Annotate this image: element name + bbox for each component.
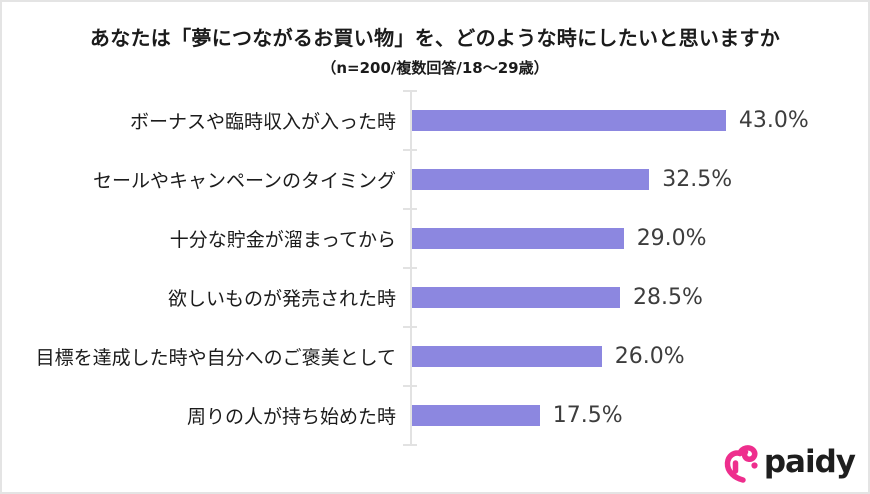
bar-track: 26.0% [412, 344, 685, 369]
category-label: 目標を達成した時や自分へのご褒美として [35, 347, 396, 369]
category-label: ボーナスや臨時収入が入った時 [129, 111, 396, 133]
bar-row: 欲しいものが発売された時 28.5% [2, 268, 868, 327]
axis-tick [403, 149, 417, 151]
category-label: 周りの人が持ち始めた時 [186, 406, 396, 428]
axis-tick [403, 208, 417, 210]
bar-track: 28.5% [412, 285, 703, 310]
value-label: 17.5% [552, 403, 623, 428]
paidy-wordmark: paidy [763, 443, 856, 480]
bar [412, 110, 726, 131]
value-label: 28.5% [633, 285, 703, 310]
chart-header: あなたは「夢につながるお買い物」を、どのような時にしたいと思いますか （n=20… [2, 2, 868, 78]
bar-track: 32.5% [412, 167, 732, 192]
axis-tick [403, 385, 417, 387]
bar-track: 17.5% [412, 403, 623, 428]
bar-track: 29.0% [412, 226, 707, 251]
chart-subtitle: （n=200/複数回答/18〜29歳） [321, 59, 549, 77]
bar-track: 43.0% [412, 108, 809, 133]
paidy-heart-icon [724, 445, 758, 483]
bar [412, 169, 650, 190]
bar-rows: ボーナスや臨時収入が入った時 43.0% セールやキャンペーンのタイミング 32.5%… [2, 91, 868, 445]
bar-row: 十分な貯金が溜まってから 29.0% [2, 209, 868, 268]
bar-row: 目標を達成した時や自分へのご褒美として 26.0% [2, 327, 868, 386]
bar [412, 287, 621, 308]
bar [412, 228, 624, 249]
bar-chart: ボーナスや臨時収入が入った時 43.0% セールやキャンペーンのタイミング 32.5%… [2, 90, 868, 446]
value-label: 43.0% [738, 108, 809, 133]
value-label: 29.0% [636, 226, 707, 251]
bar-row: 周りの人が持ち始めた時 17.5% [2, 386, 868, 445]
axis-tick [403, 326, 417, 328]
axis-tick [403, 90, 417, 92]
category-label: 欲しいものが発売された時 [167, 288, 396, 310]
bar-row: セールやキャンペーンのタイミング 32.5% [2, 150, 868, 209]
value-label: 32.5% [662, 167, 733, 192]
value-label: 26.0% [614, 344, 685, 369]
paidy-logo: paidy [724, 443, 856, 484]
bar-row: ボーナスや臨時収入が入った時 43.0% [2, 91, 868, 150]
bar [412, 405, 540, 426]
axis-tick [403, 267, 417, 269]
category-label: セールやキャンペーンのタイミング [92, 170, 396, 192]
category-label: 十分な貯金が溜まってから [169, 229, 396, 251]
axis-tick [403, 444, 417, 446]
bar [412, 346, 602, 367]
chart-title: あなたは「夢につながるお買い物」を、どのような時にしたいと思いますか [89, 26, 781, 50]
